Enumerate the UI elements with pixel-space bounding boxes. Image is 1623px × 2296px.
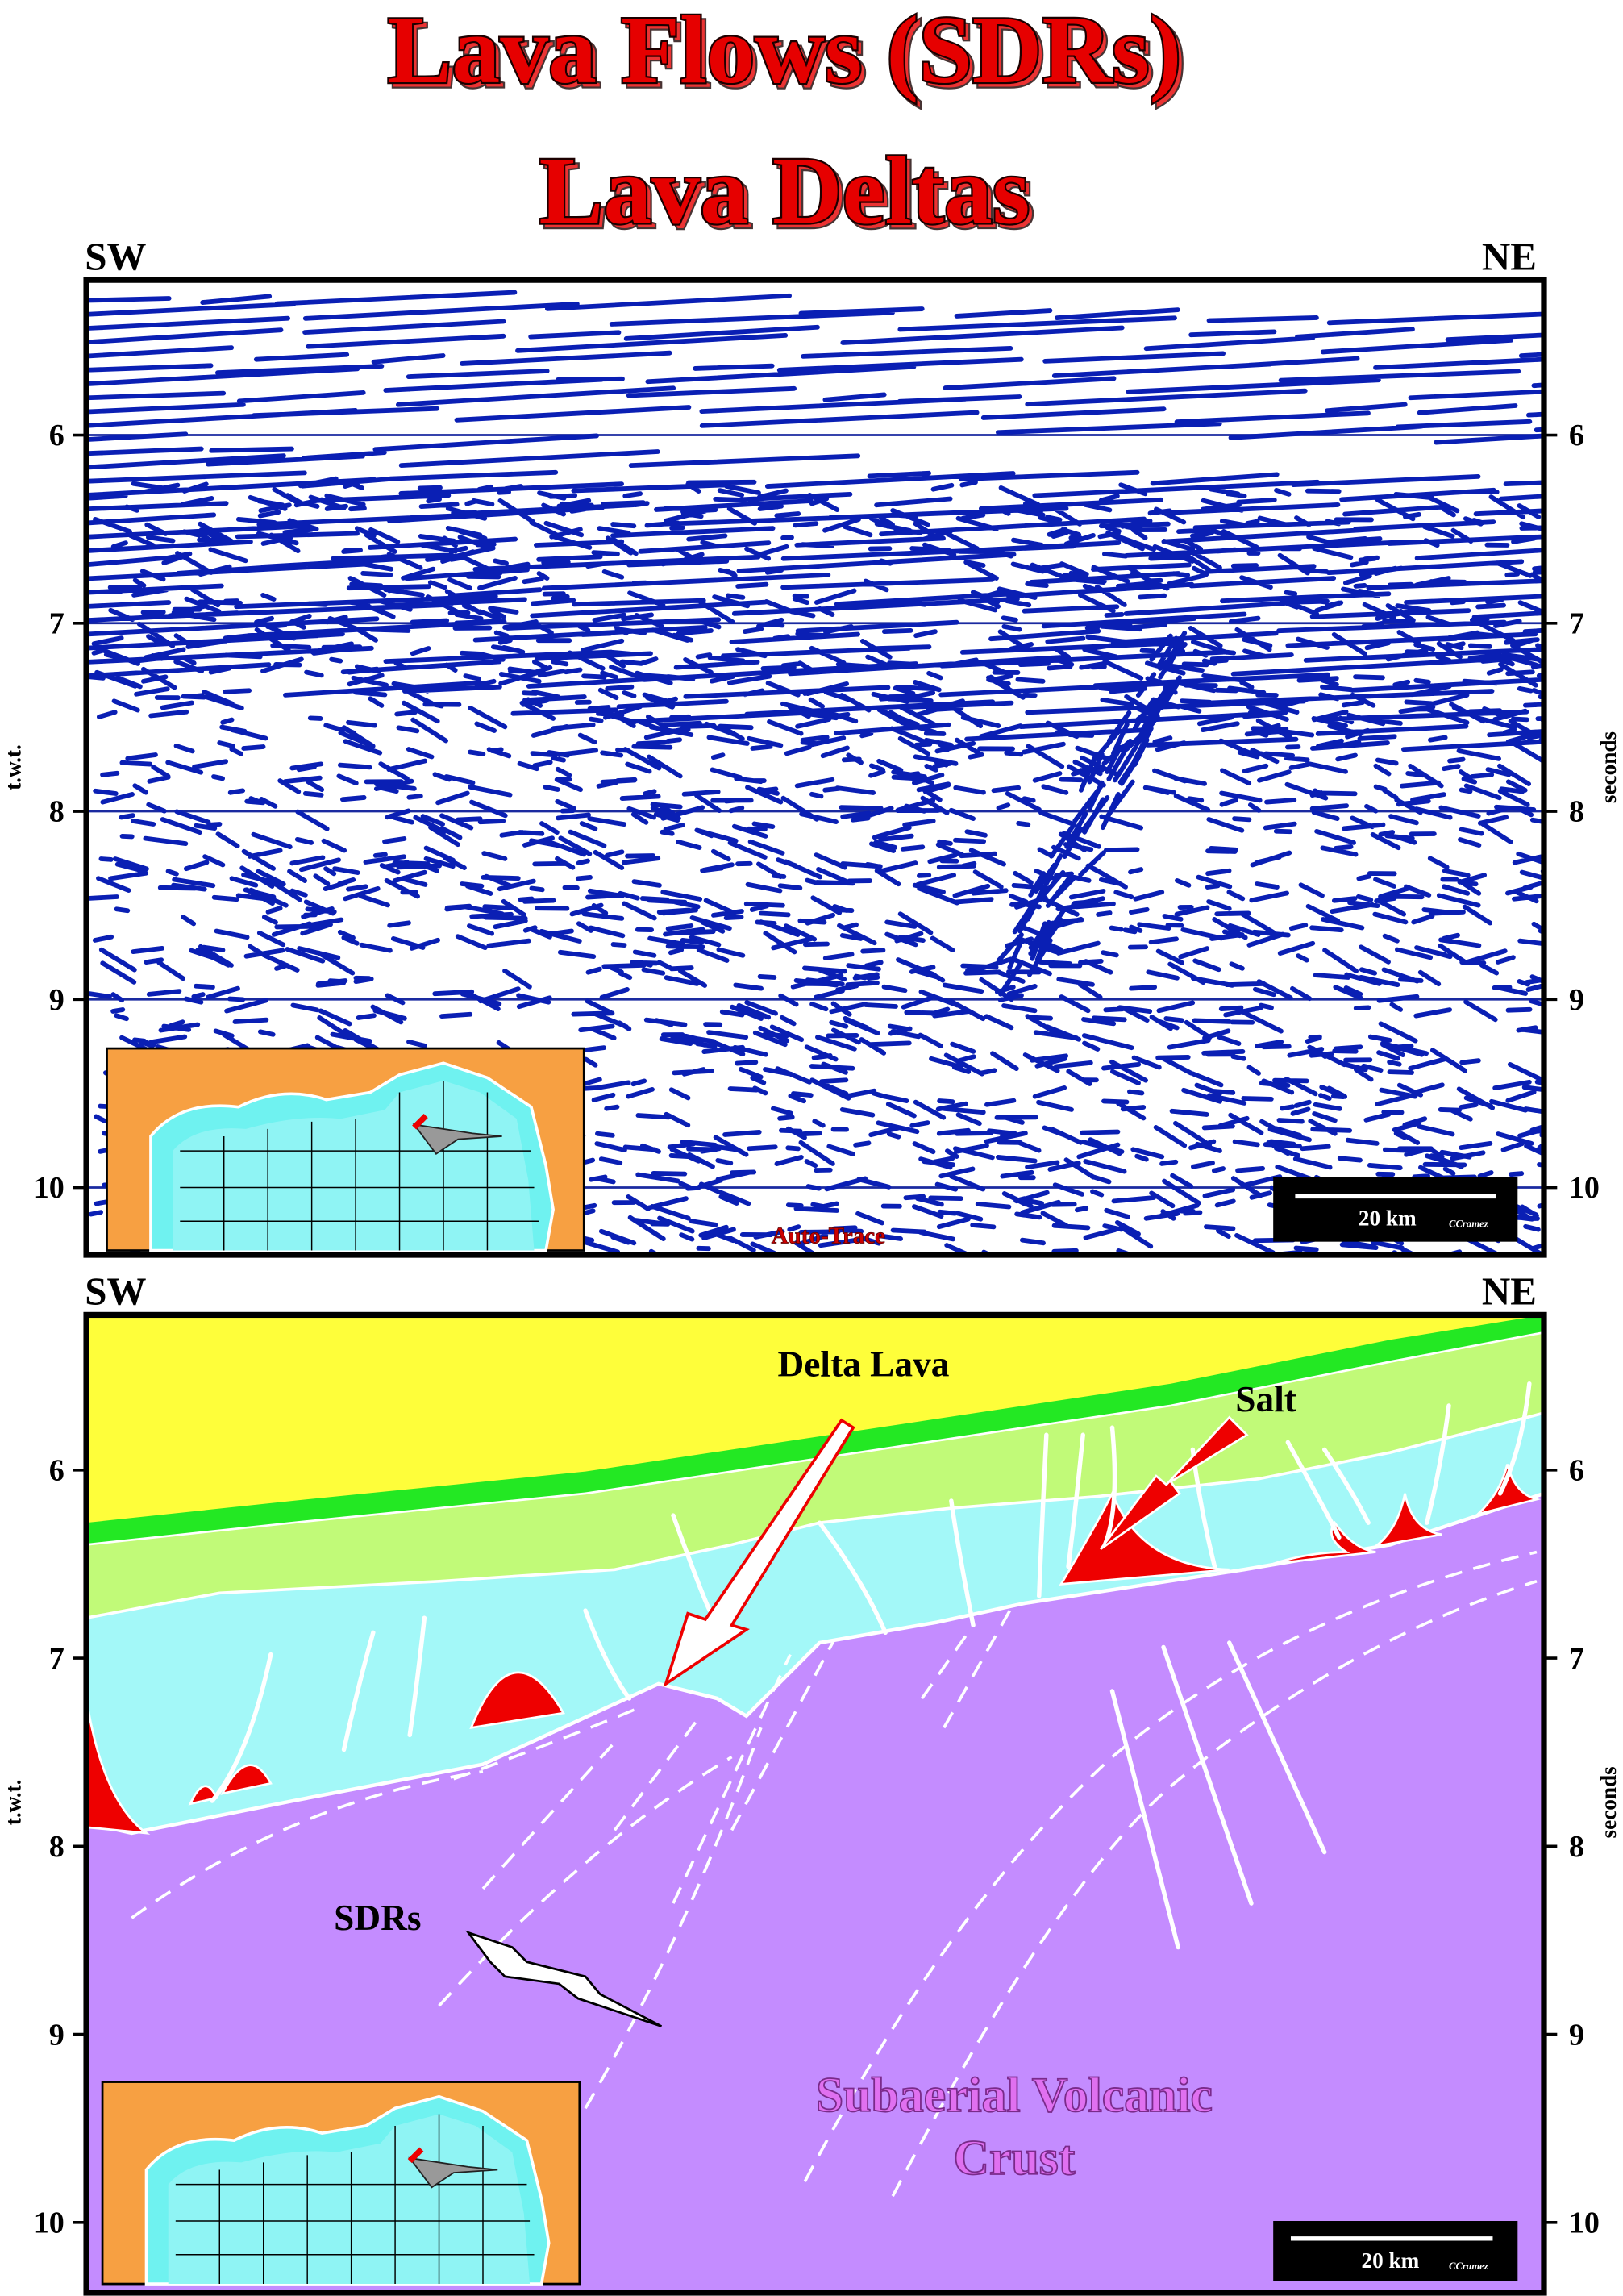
tick-label: 9	[1569, 983, 1584, 1017]
direction-label: SW	[85, 234, 146, 278]
tick-label: 6	[1569, 1454, 1584, 1488]
tick-label: 6	[49, 419, 65, 452]
direction-label: NE	[1482, 234, 1537, 278]
credit: CCramez	[1449, 1219, 1488, 1230]
scale-bar	[1273, 1177, 1518, 1242]
tick-label: 8	[1569, 1830, 1584, 1864]
axis-label: seconds	[1596, 731, 1621, 803]
tick-group: 6 6 7 7 8 8 9 9 10 10	[34, 419, 1600, 1205]
tick-label: 6	[49, 1454, 65, 1488]
location-map	[107, 1048, 585, 1250]
tick-label: 7	[49, 606, 65, 640]
arrow	[663, 1418, 855, 1688]
annotation: Salt	[1235, 1379, 1296, 1419]
tick-group: 6 6 7 7 8 8 9 9 10 10	[34, 1454, 1600, 2240]
crust-label: Subaerial Volcanic	[816, 2068, 1213, 2123]
scale-label: 20 km	[1359, 1206, 1417, 1231]
tick-label: 8	[1569, 795, 1584, 829]
title-line: Lava Flows (SDRs)	[387, 0, 1181, 103]
panel-border	[83, 277, 1547, 1258]
caption: Auto-Trace	[772, 1223, 885, 1248]
arrow	[1099, 1415, 1249, 1550]
tick-label: 10	[1569, 2206, 1600, 2240]
tick-label: 7	[49, 1642, 65, 1676]
tick-label: 9	[1569, 2018, 1584, 2052]
annotation: SDRs	[334, 1898, 421, 1938]
axis-label: seconds	[1596, 1766, 1621, 1838]
direction-label: NE	[1482, 1269, 1537, 1314]
axis-label: t.w.t.	[1, 1780, 25, 1826]
direction-label: SW	[85, 1269, 146, 1314]
arrow	[465, 1930, 663, 2027]
tick-label: 10	[34, 1171, 65, 1205]
tick-label: 10	[1569, 1171, 1600, 1205]
tick-label: 8	[49, 1830, 65, 1864]
scale-bar	[1273, 2221, 1518, 2281]
tick-label: 10	[34, 2206, 65, 2240]
tick-label: 9	[49, 983, 65, 1017]
tick-label: 7	[1569, 1642, 1584, 1676]
tick-label: 6	[1569, 419, 1584, 452]
tick-label: 8	[49, 795, 65, 829]
axis-label: t.w.t.	[1, 744, 25, 790]
credit: CCramez	[1449, 2261, 1488, 2272]
tick-label: 7	[1569, 606, 1584, 640]
seismic-section	[87, 290, 1543, 1254]
scale-label: 20 km	[1361, 2248, 1419, 2273]
annotation: Delta Lava	[777, 1344, 949, 1385]
crust-label: Crust	[953, 2131, 1075, 2186]
location-map	[102, 2082, 580, 2284]
tick-label: 9	[49, 2018, 65, 2052]
title-line: Lava Deltas	[539, 136, 1030, 244]
panel-border	[83, 1311, 1547, 2296]
reflectors	[87, 290, 1543, 1254]
